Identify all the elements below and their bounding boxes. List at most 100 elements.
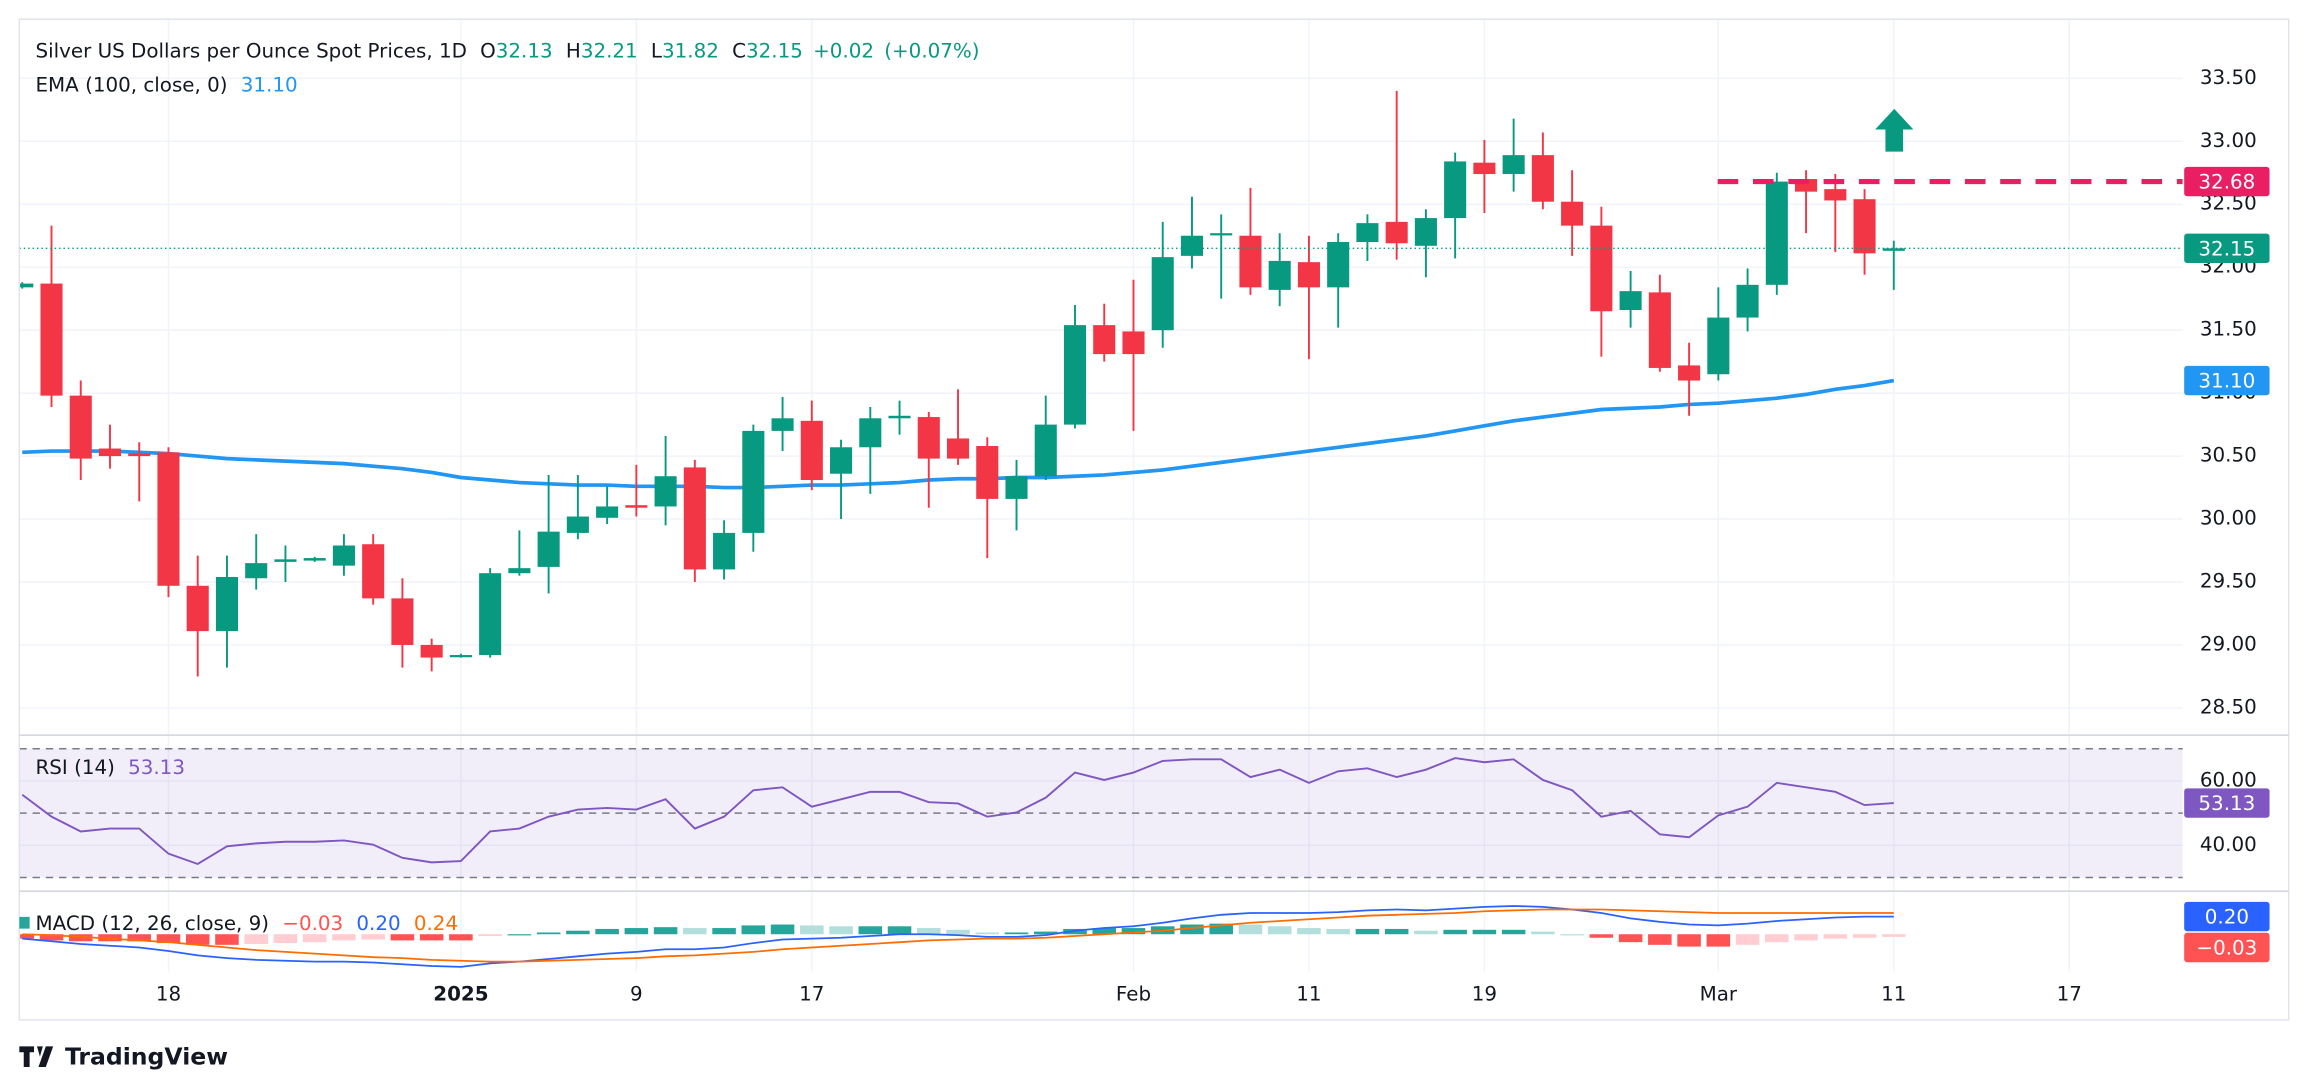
histogram-bar	[215, 934, 239, 945]
histogram-bar	[858, 926, 883, 935]
candle-body	[1239, 235, 1262, 288]
ohlc-value: 32.13	[496, 39, 553, 62]
x-tick-label: 9	[630, 982, 643, 1005]
candle-body	[1590, 225, 1613, 312]
y-tick-label: 30.00	[2200, 507, 2257, 530]
ema-line	[22, 378, 1895, 490]
candle-body	[1736, 284, 1759, 318]
histogram-bar	[1735, 934, 1760, 945]
histogram-bar	[332, 934, 356, 941]
candle-body	[654, 476, 677, 507]
candle-body	[800, 420, 823, 481]
histogram-bar	[566, 930, 590, 935]
brand-logo: TradingView	[19, 1043, 228, 1071]
macd-legend-swatch	[19, 916, 30, 929]
x-tick-label: Feb	[1116, 982, 1151, 1005]
price-tag-label: 32.68	[2198, 171, 2255, 194]
candle-body	[420, 644, 443, 658]
candle-body	[245, 563, 268, 579]
histogram-bar	[1589, 934, 1614, 938]
logo-mark	[19, 1046, 54, 1067]
histogram-bar	[1677, 934, 1701, 947]
candle-body	[1180, 235, 1204, 256]
histogram-bar	[1501, 929, 1526, 935]
price-tag	[2184, 365, 2270, 396]
y-tick-label: 28.50	[2200, 695, 2257, 718]
y-tick-label: 30.50	[2200, 444, 2257, 467]
histogram-bar	[127, 934, 152, 942]
signal-line	[22, 908, 1894, 963]
histogram-bar	[1121, 928, 1146, 935]
histogram-bar	[1765, 934, 1789, 943]
histogram-bar	[800, 925, 824, 935]
histogram-bar	[595, 928, 619, 935]
candle-body	[40, 283, 63, 396]
histogram-bar	[1209, 923, 1233, 935]
candle-body	[1648, 292, 1671, 368]
chart-title: Silver US Dollars per Ounce Spot Prices,…	[36, 39, 467, 62]
candle-body	[917, 417, 940, 459]
histogram-bar	[1794, 934, 1818, 941]
candle-body	[830, 447, 853, 474]
candle-body	[1531, 155, 1554, 202]
candle-body	[215, 576, 239, 632]
candle-body	[69, 395, 92, 459]
price-tag	[2184, 166, 2270, 197]
y-tick-label: 31.50	[2200, 318, 2257, 341]
histogram-bar	[653, 927, 678, 935]
candle-body	[625, 505, 648, 508]
histogram-bar	[1326, 928, 1350, 935]
candle-body	[1385, 221, 1408, 244]
histogram-bar	[770, 924, 795, 935]
histogram-bar	[1033, 931, 1058, 935]
candle-body	[508, 568, 531, 574]
brand-name: TradingView	[65, 1043, 228, 1071]
frame	[18, 18, 2290, 1021]
candle-body	[332, 545, 355, 566]
macd-name: MACD (12, 26, close, 9)	[36, 912, 270, 935]
candle-body	[566, 516, 589, 533]
candle-body	[479, 573, 502, 656]
histogram-bar	[273, 934, 298, 944]
histogram-bar	[741, 925, 766, 935]
price-pane	[19, 90, 2183, 677]
x-tick-label: 19	[1472, 982, 1497, 1005]
candle-body	[1327, 242, 1350, 288]
price-tag	[2184, 901, 2270, 932]
rsi-name: RSI (14)	[36, 756, 115, 779]
price-tag	[2184, 233, 2270, 264]
ohlc-value: 32.15	[746, 39, 803, 62]
macd-value: 0.20	[356, 912, 400, 935]
histogram-bar	[624, 928, 649, 935]
up-arrow	[1875, 108, 1914, 152]
header-legend: Silver US Dollars per Ounce Spot Prices,…	[36, 39, 980, 62]
histogram-bar	[1238, 924, 1263, 935]
histogram-bar	[1531, 931, 1555, 935]
histogram-bar	[1384, 928, 1409, 935]
rsi-pane	[19, 747, 2183, 879]
histogram-bar	[419, 934, 444, 941]
y-tick-label: 40.00	[2200, 833, 2257, 856]
x-tick-label: Mar	[1700, 982, 1738, 1005]
candle-body	[1063, 325, 1087, 425]
candle-body	[98, 448, 122, 457]
candle-body	[1678, 365, 1701, 381]
ohlc-key: H	[566, 39, 581, 62]
price-tag	[2184, 788, 2270, 818]
histogram-bar	[1355, 928, 1380, 935]
candle-body	[1444, 161, 1467, 219]
x-tick-label: 11	[1881, 982, 1906, 1005]
price-tag-label: 53.13	[2198, 792, 2255, 815]
candle-body	[1561, 201, 1584, 226]
histogram-bar	[1882, 934, 1906, 937]
candle-body	[1824, 189, 1847, 201]
candle-body	[1268, 260, 1291, 290]
histogram-bar	[1414, 930, 1438, 935]
y-tick-label: 32.50	[2200, 192, 2257, 215]
change-pct: (+0.07%)	[884, 39, 979, 62]
macd-legend: MACD (12, 26, close, 9) −0.03 0.20 0.24	[36, 912, 459, 935]
candle-body	[683, 467, 706, 570]
x-tick-label: 18	[156, 982, 181, 1005]
